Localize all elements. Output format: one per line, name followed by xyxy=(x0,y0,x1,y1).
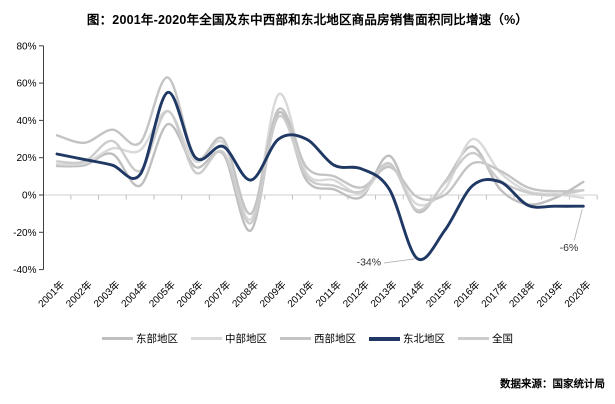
y-tick-label: 40% xyxy=(16,116,36,127)
x-tick-label: 2012年 xyxy=(340,278,372,310)
series-line-east xyxy=(55,111,585,232)
legend-item-northeast: 东北地区 xyxy=(369,331,445,346)
legend-label-east: 东部地区 xyxy=(136,333,178,345)
x-tick-label: 2003年 xyxy=(91,278,123,310)
series-line-west xyxy=(55,76,585,215)
legend-line-swatch-central xyxy=(191,337,222,340)
legend-label-northeast: 东北地区 xyxy=(403,333,445,345)
series-line-northeast xyxy=(55,90,585,262)
x-tick-label: 2010年 xyxy=(284,278,316,310)
legend-item-central: 中部地区 xyxy=(191,331,267,346)
annotation-label: -34% xyxy=(357,256,382,268)
chart-title: 图：2001年-2020年全国及东中西部和东北地区商品房销售面积同比增速（%） xyxy=(86,13,529,27)
data-source-note: 数据来源：国家统计局 xyxy=(500,378,605,390)
x-tick-label: 2005年 xyxy=(146,278,178,310)
x-tick-label: 2015年 xyxy=(423,278,455,310)
legend-line-swatch-national xyxy=(458,337,489,340)
legend-item-east: 东部地区 xyxy=(102,331,178,346)
x-tick-label: 2018年 xyxy=(506,278,538,310)
legend: 东部地区 中部地区 西部地区 东北地区 全国 xyxy=(0,331,615,346)
legend-line-swatch-east xyxy=(102,337,133,340)
annotation-leader-line xyxy=(573,209,583,241)
x-tick-label: 2001年 xyxy=(35,278,67,310)
x-tick-label: 2017年 xyxy=(478,278,510,310)
x-tick-label: 2016年 xyxy=(451,278,483,310)
y-tick-label: -40% xyxy=(13,265,36,276)
x-tick-label: 2014年 xyxy=(395,278,427,310)
x-tick-label: 2007年 xyxy=(201,278,233,310)
series-line-central xyxy=(55,92,585,221)
legend-label-west: 西部地区 xyxy=(314,333,356,345)
y-tick-label: 60% xyxy=(16,79,36,90)
x-tick-label: 2009年 xyxy=(257,278,289,310)
annotation-label: -6% xyxy=(560,242,579,254)
y-tick-label: -20% xyxy=(13,228,36,239)
legend-line-swatch-northeast xyxy=(369,336,400,341)
x-tick-label: 2019年 xyxy=(534,278,566,310)
legend-label-central: 中部地区 xyxy=(225,333,267,345)
series-line-national xyxy=(55,109,585,225)
legend-label-national: 全国 xyxy=(492,333,513,345)
annotation-leader-line xyxy=(384,258,415,264)
x-tick-label: 2006年 xyxy=(174,278,206,310)
y-tick-label: 80% xyxy=(16,41,36,52)
x-tick-label: 2013年 xyxy=(368,278,400,310)
x-tick-label: 2008年 xyxy=(229,278,261,310)
x-tick-label: 2002年 xyxy=(63,278,95,310)
x-tick-label: 2004年 xyxy=(118,278,150,310)
x-tick-label: 2011年 xyxy=(313,278,344,309)
legend-line-swatch-west xyxy=(280,337,311,340)
y-tick-label: 0% xyxy=(22,191,37,202)
legend-item-west: 西部地区 xyxy=(280,331,356,346)
x-tick-label: 2020年 xyxy=(561,278,593,310)
legend-item-national: 全国 xyxy=(458,331,513,346)
y-tick-label: 20% xyxy=(16,153,36,164)
